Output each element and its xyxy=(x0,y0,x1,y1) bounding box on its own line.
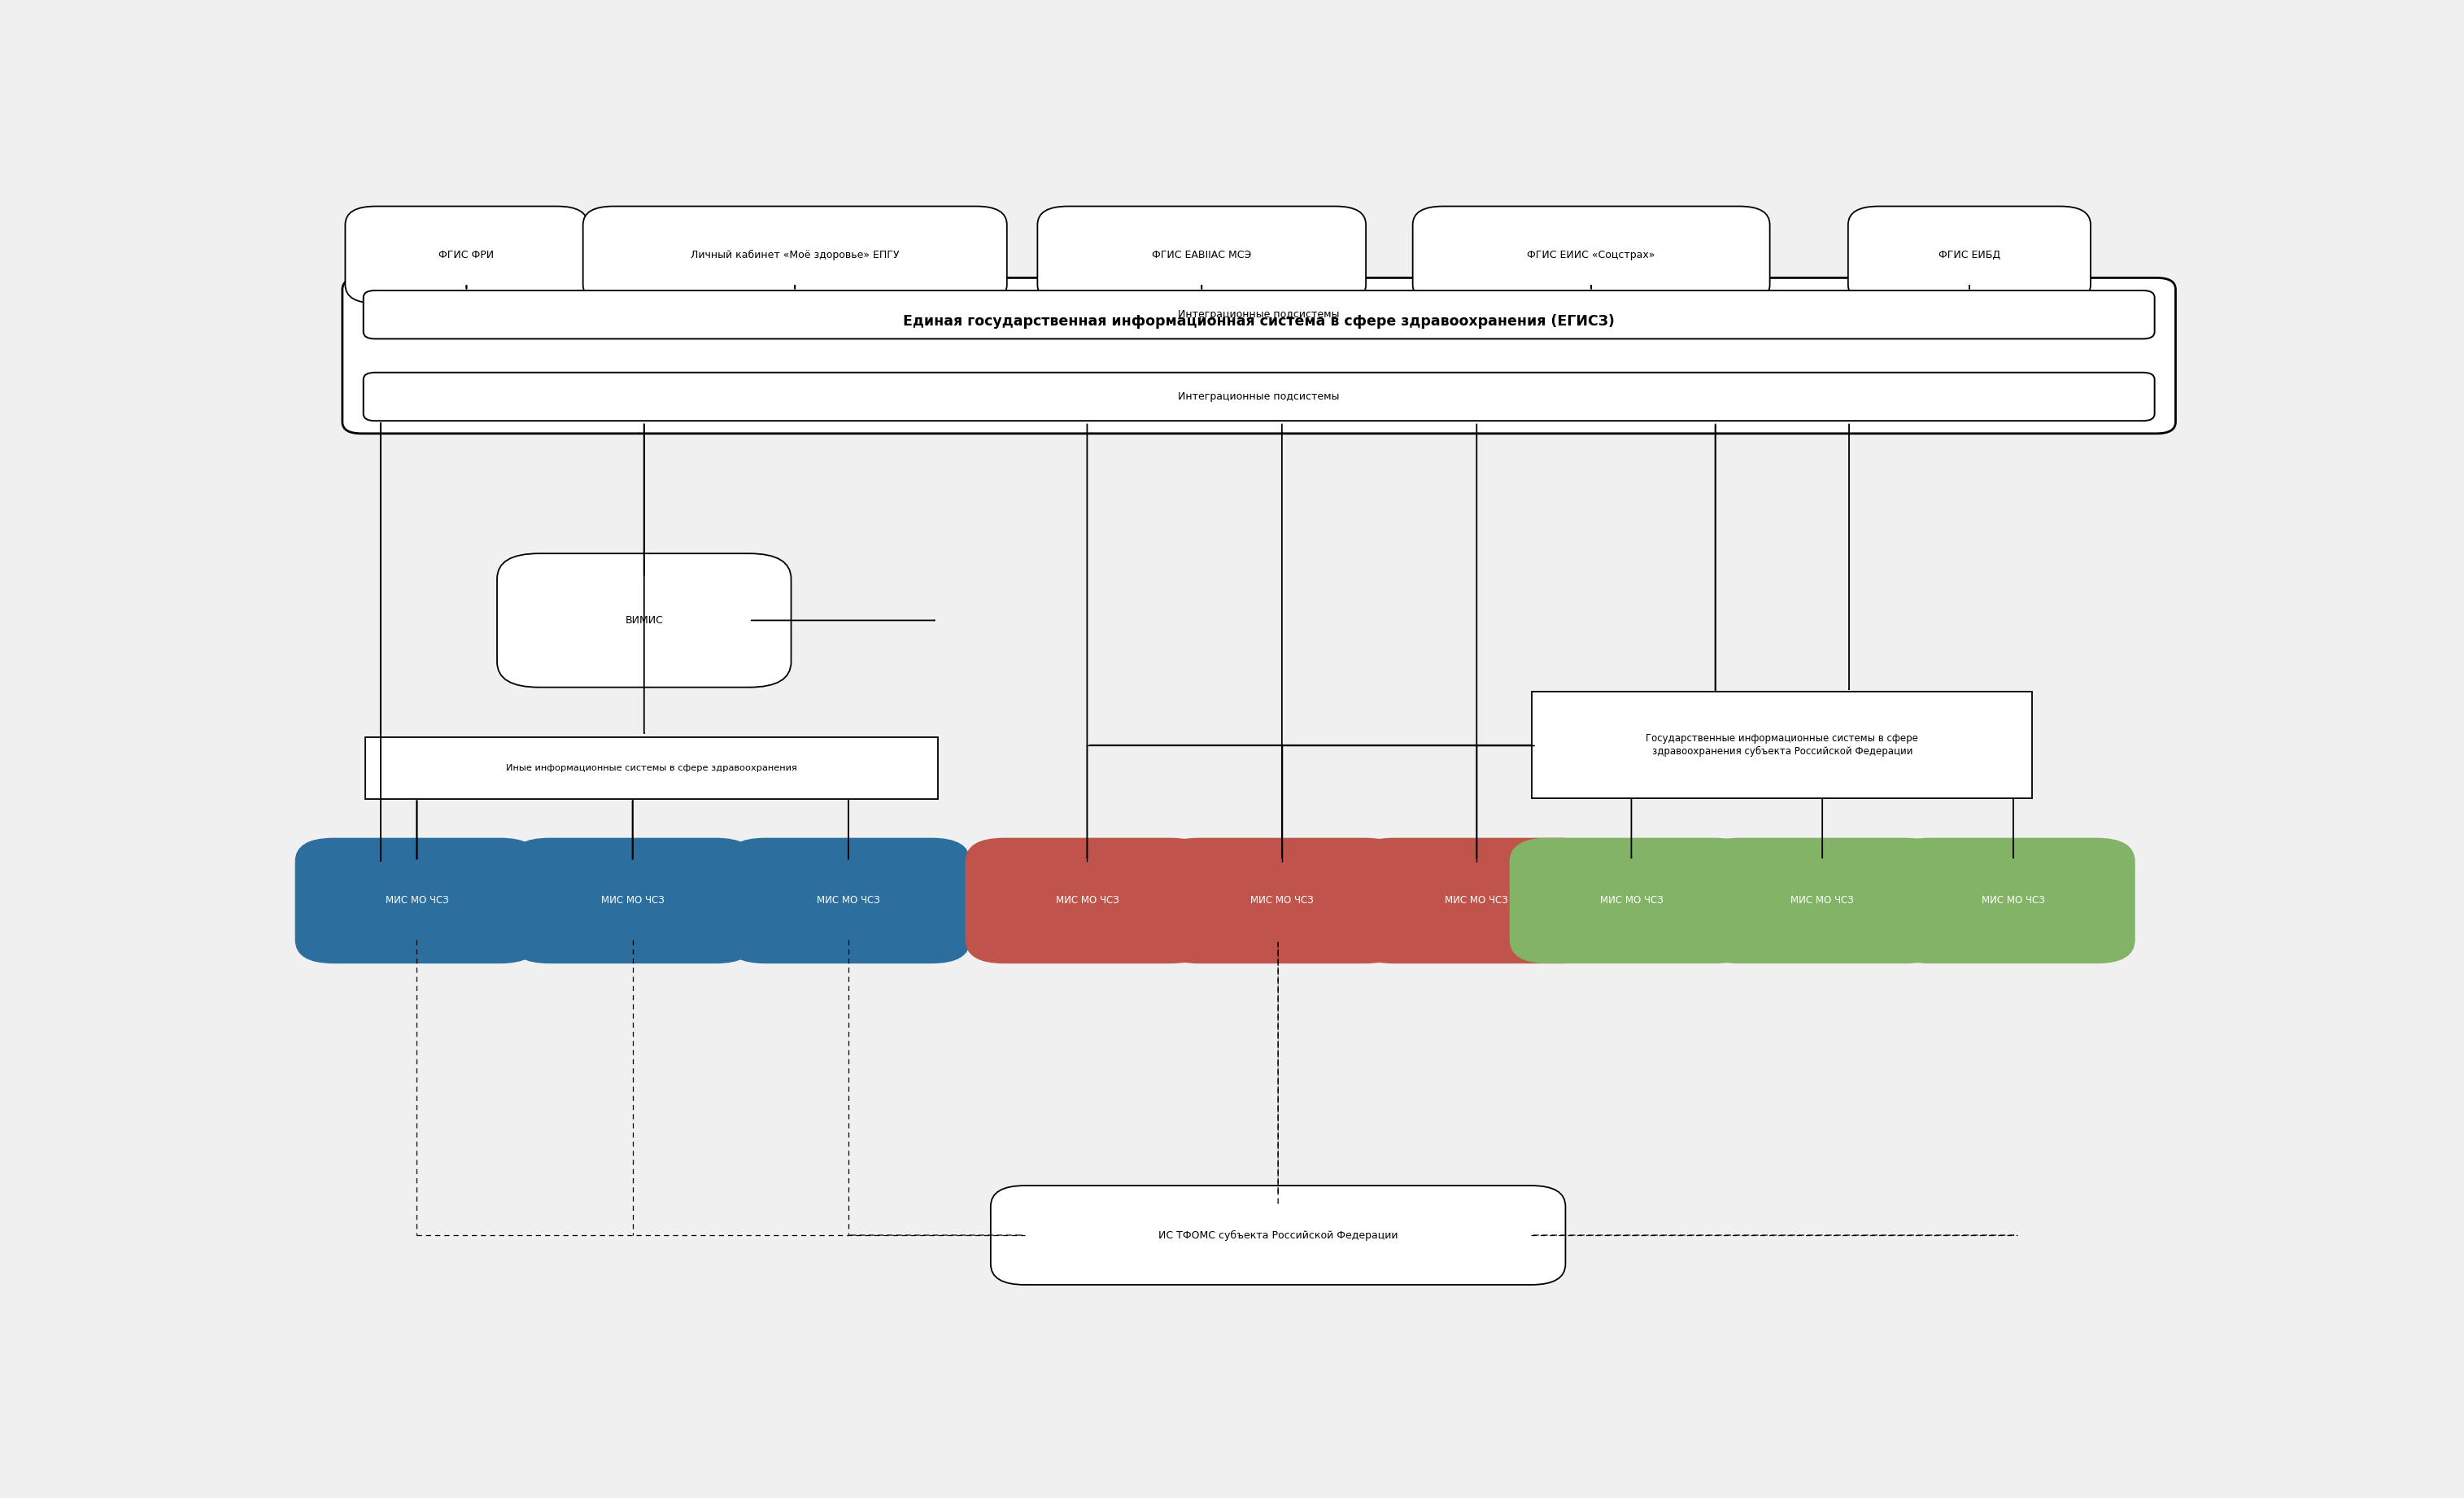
Text: ВИМИС: ВИМИС xyxy=(626,616,663,626)
Text: МИС МО ЧСЗ: МИС МО ЧСЗ xyxy=(1055,896,1119,906)
Text: Иные информационные системы в сфере здравоохранения: Иные информационные системы в сфере здра… xyxy=(505,764,798,771)
Text: МИС МО ЧСЗ: МИС МО ЧСЗ xyxy=(1599,896,1663,906)
FancyBboxPatch shape xyxy=(966,839,1207,963)
FancyBboxPatch shape xyxy=(1510,839,1752,963)
Text: ФГИС ЕИИС «Соцстрах»: ФГИС ЕИИС «Соцстрах» xyxy=(1528,250,1656,261)
FancyBboxPatch shape xyxy=(1848,207,2089,303)
Text: МИС МО ЧСЗ: МИС МО ЧСЗ xyxy=(601,896,665,906)
FancyBboxPatch shape xyxy=(1892,839,2134,963)
FancyBboxPatch shape xyxy=(498,553,791,688)
FancyBboxPatch shape xyxy=(991,1185,1565,1285)
FancyBboxPatch shape xyxy=(342,277,2176,433)
Text: МИС МО ЧСЗ: МИС МО ЧСЗ xyxy=(816,896,880,906)
FancyBboxPatch shape xyxy=(513,839,754,963)
FancyBboxPatch shape xyxy=(1412,207,1769,303)
Text: МИС МО ЧСЗ: МИС МО ЧСЗ xyxy=(1249,896,1313,906)
FancyBboxPatch shape xyxy=(1700,839,1944,963)
FancyBboxPatch shape xyxy=(584,207,1008,303)
Text: ФГИС ФРИ: ФГИС ФРИ xyxy=(439,250,495,261)
Text: МИС МО ЧСЗ: МИС МО ЧСЗ xyxy=(1444,896,1508,906)
Text: ФГИС ЕИБД: ФГИС ЕИБД xyxy=(1939,250,2001,261)
FancyBboxPatch shape xyxy=(362,291,2154,339)
Text: Личный кабинет «Моё здоровье» ЕПГУ: Личный кабинет «Моё здоровье» ЕПГУ xyxy=(690,249,899,261)
FancyBboxPatch shape xyxy=(1161,839,1402,963)
FancyBboxPatch shape xyxy=(727,839,971,963)
Text: МИС МО ЧСЗ: МИС МО ЧСЗ xyxy=(384,896,448,906)
Text: Государственные информационные системы в сфере
здравоохранения субъекта Российск: Государственные информационные системы в… xyxy=(1646,734,1919,756)
FancyBboxPatch shape xyxy=(296,839,537,963)
Text: Единая государственная информационная система в сфере здравоохранения (ЕГИСЗ): Единая государственная информационная си… xyxy=(904,315,1614,328)
FancyBboxPatch shape xyxy=(1355,839,1599,963)
FancyBboxPatch shape xyxy=(365,737,939,798)
Text: МИС МО ЧСЗ: МИС МО ЧСЗ xyxy=(1791,896,1853,906)
Text: МИС МО ЧСЗ: МИС МО ЧСЗ xyxy=(1981,896,2045,906)
FancyBboxPatch shape xyxy=(1037,207,1365,303)
FancyBboxPatch shape xyxy=(1533,692,2033,798)
FancyBboxPatch shape xyxy=(362,373,2154,421)
Text: ФГИС ЕАВIIАС МСЭ: ФГИС ЕАВIIАС МСЭ xyxy=(1153,250,1252,261)
Text: Интеграционные подсистемы: Интеграционные подсистемы xyxy=(1178,391,1340,401)
Text: ИС ТФОМС субъекта Российской Федерации: ИС ТФОМС субъекта Российской Федерации xyxy=(1158,1230,1397,1240)
Text: Интеграционные подсистемы: Интеграционные подсистемы xyxy=(1178,310,1340,321)
FancyBboxPatch shape xyxy=(345,207,589,303)
